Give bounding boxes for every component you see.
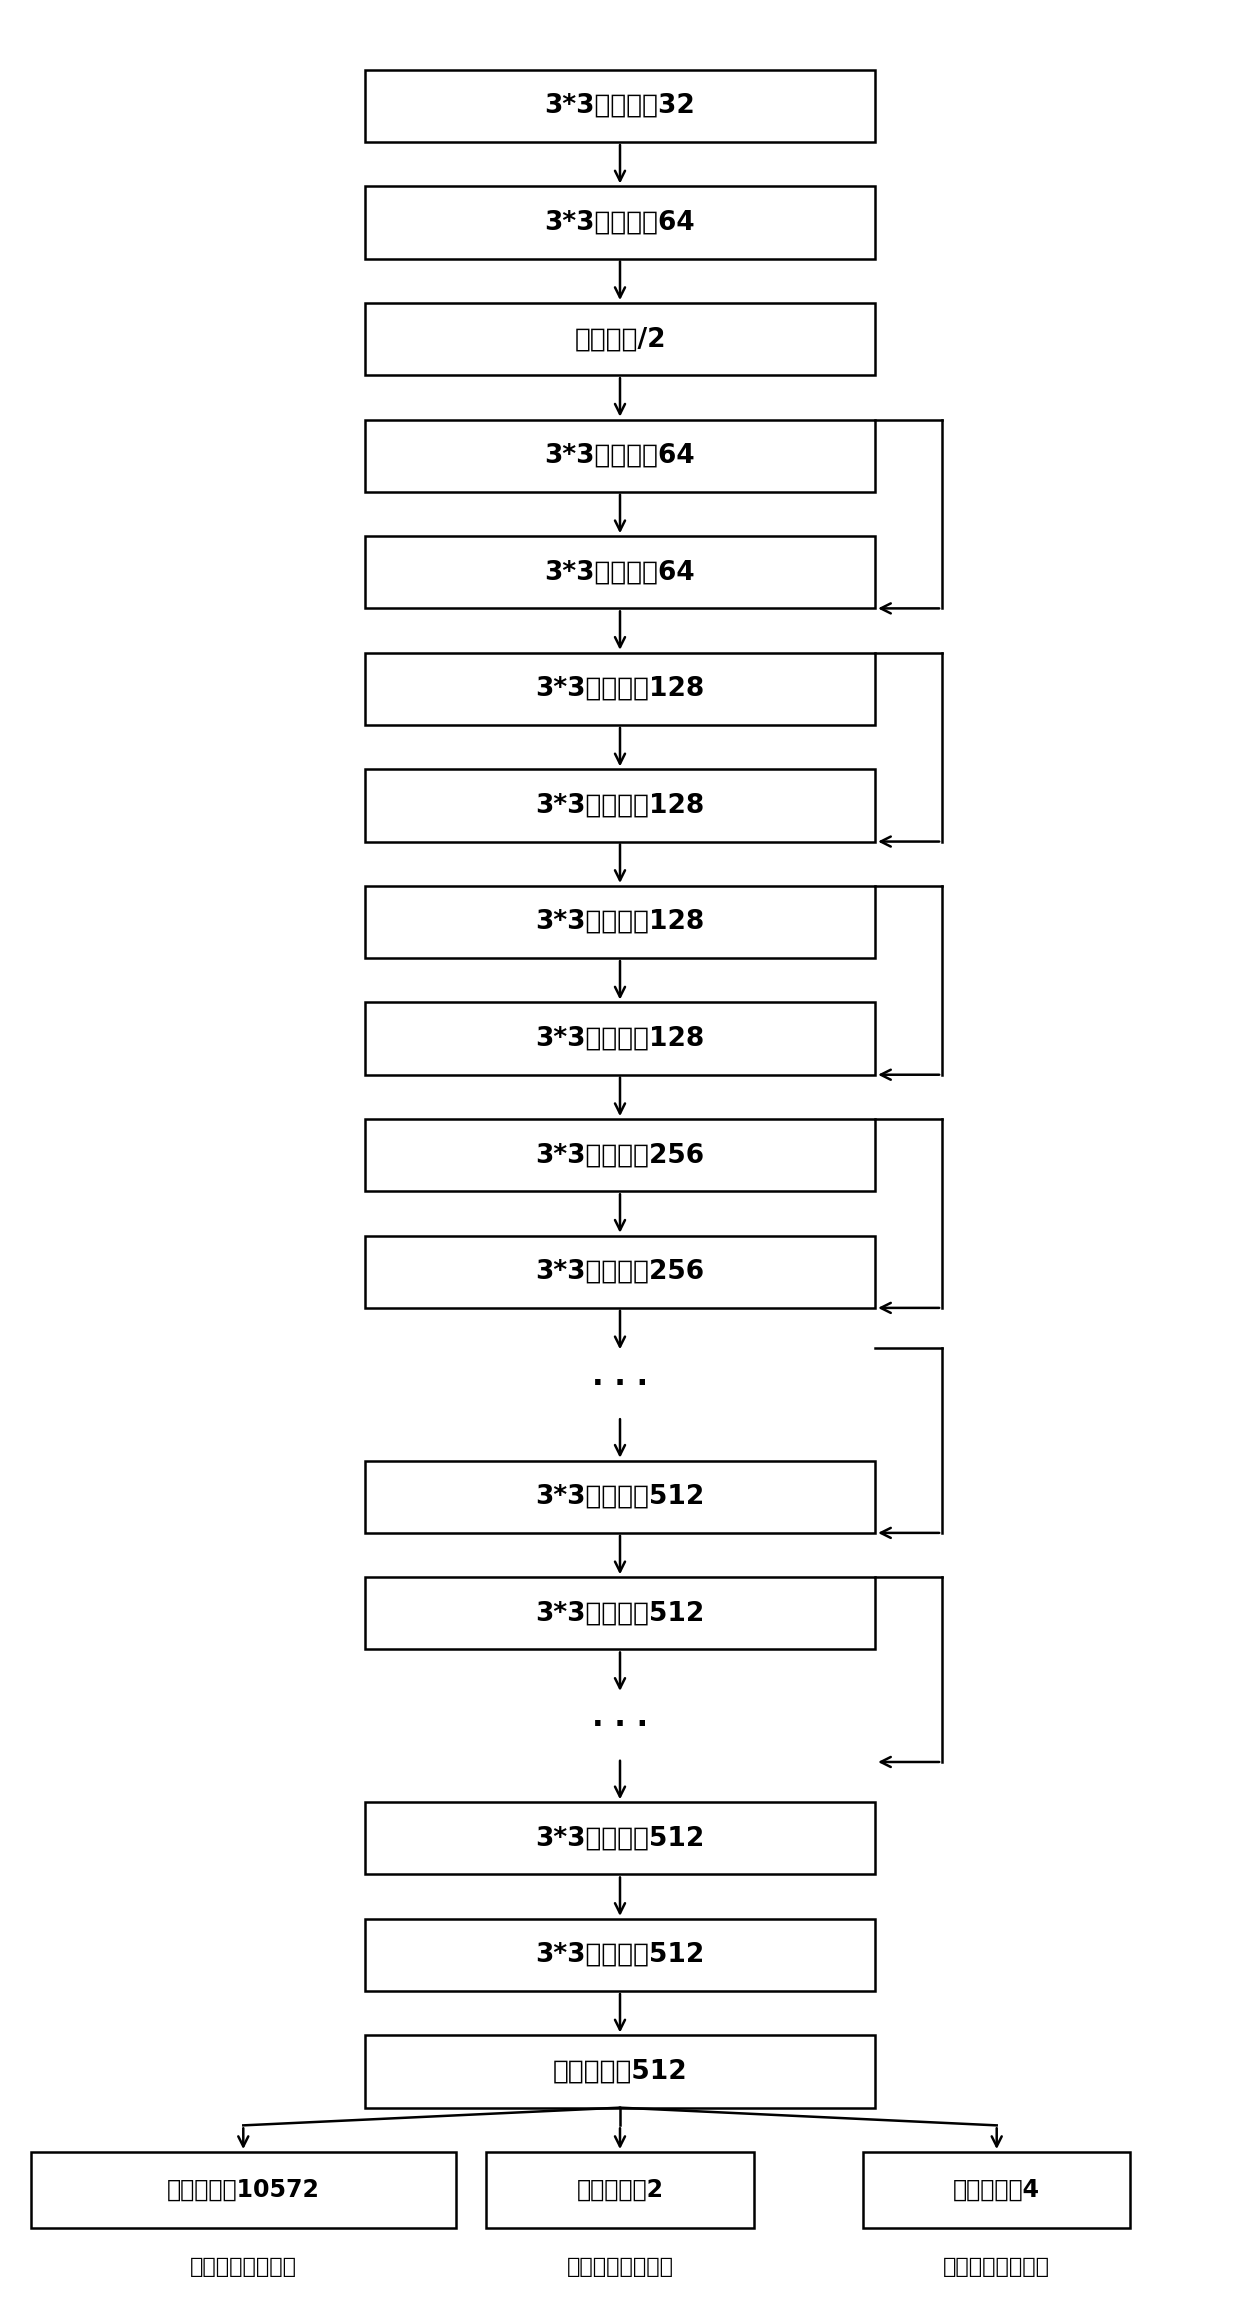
Text: 3*3卷积层，128: 3*3卷积层，128 (536, 676, 704, 701)
Text: 年龄识别任务分类: 年龄识别任务分类 (944, 2257, 1050, 2278)
FancyBboxPatch shape (365, 69, 875, 141)
FancyBboxPatch shape (365, 769, 875, 843)
Text: 3*3卷积层，64: 3*3卷积层，64 (544, 442, 696, 468)
Text: 全连接层，10572: 全连接层，10572 (167, 2178, 320, 2202)
Text: 3*3卷积层，256: 3*3卷积层，256 (536, 1259, 704, 1285)
FancyBboxPatch shape (31, 2153, 456, 2227)
Text: 3*3卷积层，128: 3*3卷积层，128 (536, 910, 704, 935)
FancyBboxPatch shape (365, 2035, 875, 2107)
Text: 全连接层，2: 全连接层，2 (577, 2178, 663, 2202)
FancyBboxPatch shape (365, 419, 875, 491)
FancyBboxPatch shape (486, 2153, 754, 2227)
Text: · · ·: · · · (591, 1711, 649, 1741)
FancyBboxPatch shape (365, 537, 875, 609)
Text: 3*3卷积层，512: 3*3卷积层，512 (536, 1600, 704, 1627)
Text: 3*3卷积层，32: 3*3卷积层，32 (544, 93, 696, 118)
Text: · · ·: · · · (591, 1370, 649, 1398)
Text: 性别识别任务分类: 性别识别任务分类 (567, 2257, 673, 2278)
Text: 3*3卷积层，512: 3*3卷积层，512 (536, 1824, 704, 1852)
Text: 人脸识别任务分类: 人脸识别任务分类 (190, 2257, 296, 2278)
Text: 3*3卷积层，64: 3*3卷积层，64 (544, 560, 696, 586)
FancyBboxPatch shape (365, 1919, 875, 1991)
FancyBboxPatch shape (863, 2153, 1131, 2227)
FancyBboxPatch shape (365, 653, 875, 725)
FancyBboxPatch shape (365, 887, 875, 958)
Text: 3*3卷积层，64: 3*3卷积层，64 (544, 208, 696, 236)
Text: 池化层，/2: 池化层，/2 (574, 326, 666, 352)
FancyBboxPatch shape (365, 1118, 875, 1192)
FancyBboxPatch shape (365, 1801, 875, 1875)
Text: 3*3卷积层，512: 3*3卷积层，512 (536, 1484, 704, 1509)
Text: 3*3卷积层，512: 3*3卷积层，512 (536, 1942, 704, 1968)
FancyBboxPatch shape (365, 1577, 875, 1651)
Text: 3*3卷积层，128: 3*3卷积层，128 (536, 1026, 704, 1051)
FancyBboxPatch shape (365, 1002, 875, 1074)
Text: 3*3卷积层，128: 3*3卷积层，128 (536, 792, 704, 820)
FancyBboxPatch shape (365, 1236, 875, 1308)
FancyBboxPatch shape (365, 188, 875, 259)
Text: 全连接层，4: 全连接层，4 (954, 2178, 1040, 2202)
Text: 全连接层，512: 全连接层，512 (553, 2058, 687, 2084)
FancyBboxPatch shape (365, 1461, 875, 1533)
Text: 3*3卷积层，256: 3*3卷积层，256 (536, 1141, 704, 1169)
FancyBboxPatch shape (365, 303, 875, 375)
